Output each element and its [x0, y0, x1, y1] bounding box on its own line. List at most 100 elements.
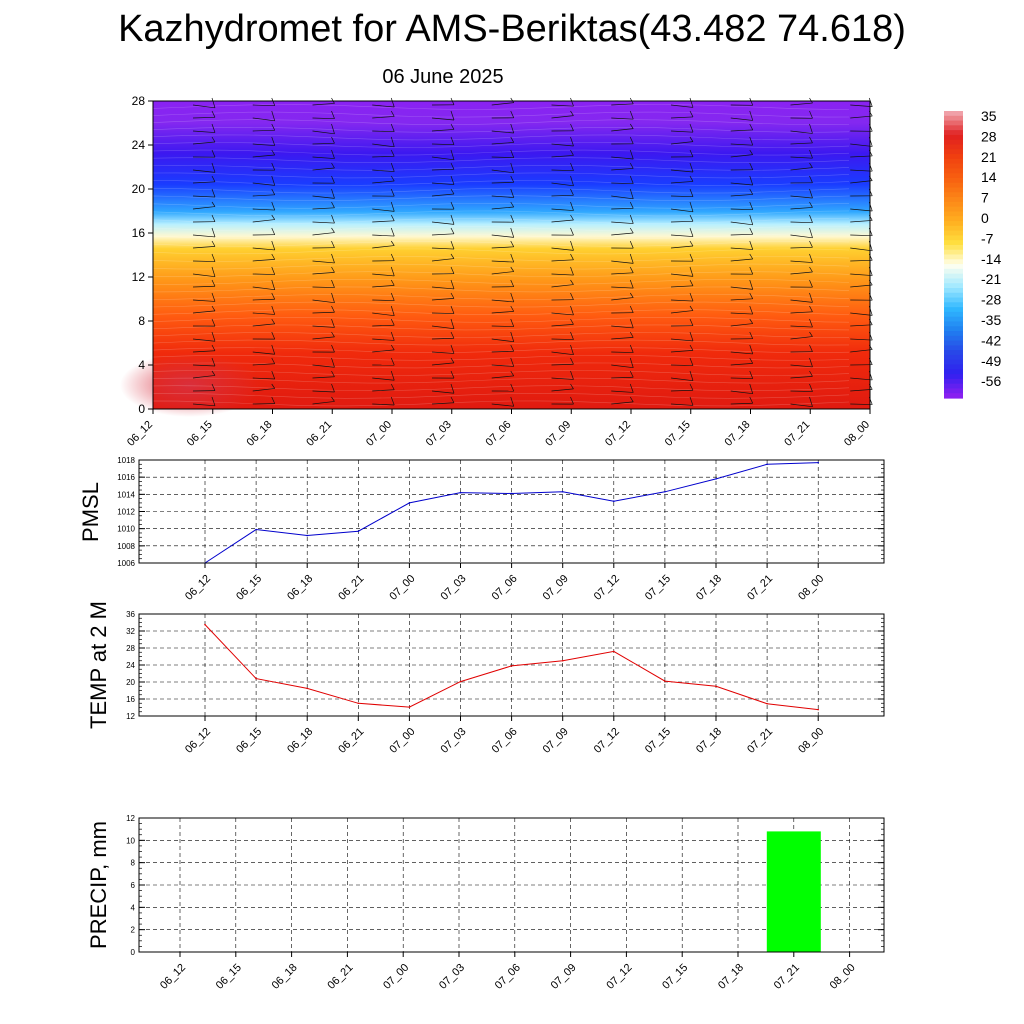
wind-barb-flag	[331, 162, 335, 169]
wind-barb-flag	[809, 201, 813, 208]
pmsl-frame	[138, 459, 885, 564]
wind-barb-flag	[570, 305, 574, 316]
wind-barb-flag	[629, 110, 634, 120]
wind-barb-shaft	[491, 364, 514, 367]
wind-barb-flag	[749, 331, 754, 339]
wind-barb-flag	[510, 383, 515, 392]
wind-barb-shaft	[551, 104, 574, 107]
heatmap-isoline	[152, 316, 850, 323]
wind-barb-flag	[629, 279, 634, 289]
heatmap-isoline	[152, 157, 850, 164]
heatmap-isoline	[152, 111, 850, 118]
colorbar-label: 14	[981, 169, 997, 185]
wind-barb-flag	[390, 253, 395, 261]
wind-barb-flag	[450, 331, 455, 339]
wind-barb-flag	[271, 188, 276, 195]
colorbar-label: 21	[981, 149, 997, 165]
wind-barb-shaft	[312, 336, 335, 340]
wind-barb-shaft	[611, 128, 634, 132]
wind-barb-flag	[749, 175, 754, 186]
precip-y-tick-label: 4	[131, 903, 136, 912]
pmsl-data-point	[664, 490, 666, 493]
wind-barb-shaft	[312, 195, 335, 199]
temp-x-tick-label: 07_06	[490, 726, 520, 756]
wind-barb-shaft	[192, 195, 216, 198]
wind-barb-flag	[271, 266, 276, 275]
wind-barb-flag	[570, 97, 574, 107]
wind-barb-flag	[749, 201, 754, 210]
wind-barb-flag	[570, 292, 574, 300]
wind-barb-shaft	[312, 325, 335, 328]
wind-barb-shaft	[372, 234, 395, 237]
temp-data-point	[817, 708, 819, 711]
wind-barb-flag	[510, 110, 515, 118]
heatmap-isoline	[152, 164, 850, 171]
wind-barb-shaft	[431, 362, 455, 366]
temp-y-tick-label: 20	[126, 678, 135, 687]
wind-barb-flag	[570, 383, 574, 390]
wind-barb-flag	[331, 149, 335, 159]
wind-barb-shaft	[551, 377, 574, 380]
wind-barb-shaft	[790, 142, 813, 145]
wind-barb-flag	[749, 357, 754, 364]
wind-barb-shaft	[670, 181, 694, 184]
wind-barb-shaft	[850, 220, 873, 223]
heatmap-isoline	[152, 324, 850, 331]
heatmap-x-tick-label: 07_06	[484, 419, 514, 449]
wind-barb-shaft	[670, 350, 694, 353]
temp-x-tick-label: 07_09	[541, 726, 571, 756]
wind-barb-flag	[450, 292, 455, 299]
wind-barb-flag	[450, 162, 455, 170]
wind-barb-flag	[390, 123, 395, 132]
wind-barb-shaft	[611, 182, 634, 185]
wind-barb-flag	[510, 123, 515, 134]
wind-barb-flag	[450, 370, 455, 379]
colorbar-segment	[944, 206, 963, 213]
heatmap-isoline	[152, 134, 850, 141]
wind-barb-shaft	[372, 349, 395, 353]
heatmap-isoline	[152, 400, 850, 407]
wind-barb-flag	[809, 318, 813, 328]
colorbar-segment	[944, 278, 963, 284]
wind-barb-shaft	[431, 156, 455, 161]
colorbar-segment	[944, 331, 963, 337]
colorbar-segment	[944, 354, 963, 361]
wind-barb-shaft	[491, 181, 514, 184]
colorbar-segment	[944, 345, 963, 351]
wind-barb-shaft	[252, 247, 275, 251]
heatmap-x-tick-label: 07_09	[543, 419, 573, 449]
heatmap-x-tick-label: 06_21	[304, 419, 334, 449]
pmsl-data-point	[357, 530, 360, 533]
colorbar-segment	[944, 268, 963, 275]
pmsl-y-tick-label: 1016	[117, 473, 135, 482]
wind-barb-shaft	[670, 310, 694, 314]
wind-barb-flag	[211, 149, 216, 158]
temp-y-tick-label: 28	[126, 644, 135, 653]
heatmap-isoline	[152, 377, 850, 384]
wind-barb-shaft	[491, 338, 514, 343]
wind-barb-flag	[629, 357, 634, 368]
colorbar-label: -49	[981, 353, 1001, 369]
wind-barb-shaft	[850, 208, 873, 212]
temp-data-point	[306, 687, 309, 690]
wind-barb-flag	[331, 201, 335, 208]
wind-barb-shaft	[850, 259, 873, 262]
wind-barb-flag	[211, 123, 216, 133]
wind-barb-shaft	[431, 258, 455, 262]
wind-barb-flag	[450, 253, 455, 259]
wind-barb-flag	[689, 396, 694, 406]
wind-barb-shaft	[790, 195, 813, 199]
wind-barb-flag	[390, 292, 395, 301]
wind-barb-shaft	[372, 299, 395, 301]
wind-barb-shaft	[491, 260, 514, 263]
wind-barb-shaft	[192, 181, 216, 184]
wind-barb-flag	[271, 227, 276, 235]
temp-y-tick-label: 36	[126, 610, 135, 619]
wind-barb-shaft	[192, 234, 216, 238]
colorbar-segment	[944, 235, 963, 241]
temp-x-tick-label: 07_15	[643, 726, 673, 756]
wind-barb-flag	[689, 227, 694, 237]
precip-y-tick-label: 10	[126, 836, 135, 845]
precip-frame	[138, 817, 885, 953]
wind-barb-flag	[390, 201, 395, 212]
